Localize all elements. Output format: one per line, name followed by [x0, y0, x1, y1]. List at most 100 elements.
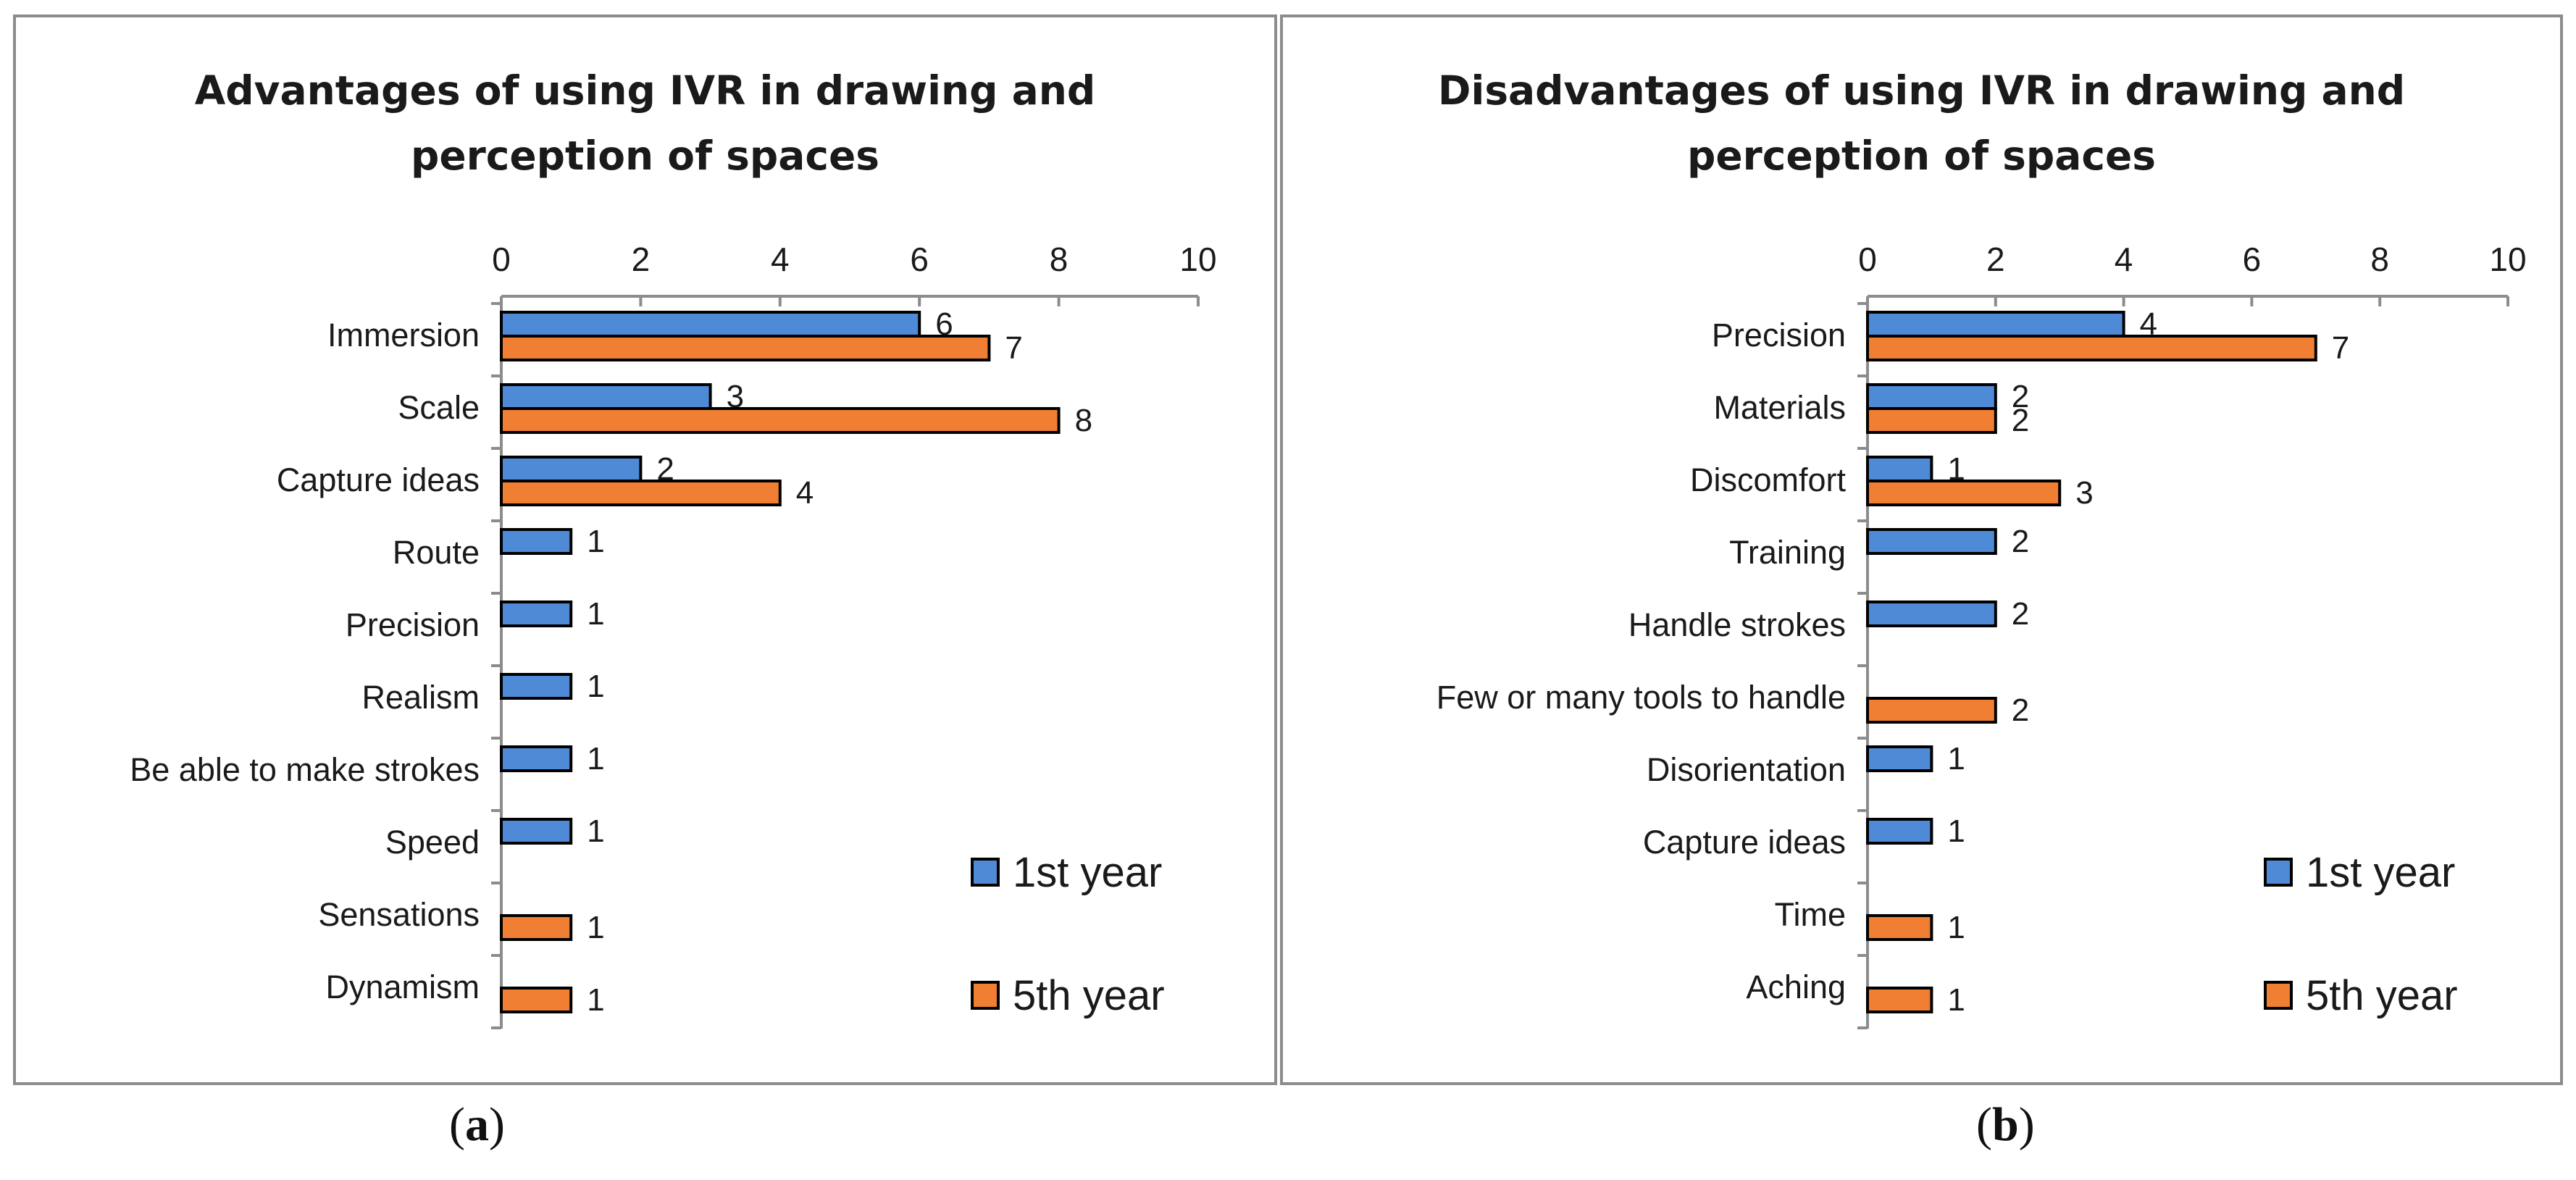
- bar-5th-year: [1866, 480, 2062, 506]
- bar-1st-year: [500, 673, 573, 700]
- bar-1st-year: [500, 383, 712, 410]
- category-label: Capture ideas: [1643, 824, 1846, 861]
- data-label: 1: [1947, 910, 1965, 945]
- bar-1st-year: [500, 311, 921, 338]
- legend-swatch: [2264, 981, 2293, 1010]
- data-label: 3: [2075, 475, 2093, 511]
- category-label: Sensations: [318, 896, 480, 933]
- data-label: 1: [587, 524, 604, 559]
- bar-5th-year: [1866, 407, 1997, 434]
- category-label: Aching: [1746, 968, 1846, 1005]
- category-label: Be able to make strokes: [130, 751, 480, 788]
- category-label: Speed: [385, 824, 480, 861]
- category-label: Scale: [398, 389, 480, 426]
- bar-5th-year: [1866, 914, 1933, 941]
- x-tick-label: 2: [1986, 240, 2005, 278]
- data-label: 8: [1075, 403, 1092, 438]
- caption-letter: a: [464, 1098, 489, 1151]
- category-label: Route: [393, 534, 480, 571]
- chart-title-line-1: Disadvantages of using IVR in drawing an…: [1437, 67, 2406, 114]
- category-label: Immersion: [327, 317, 480, 353]
- bar-5th-year: [1866, 335, 2317, 361]
- bar-5th-year: [500, 914, 573, 941]
- x-tick-label: 0: [492, 240, 511, 278]
- legend-label: 5th year: [2306, 972, 2458, 1019]
- bar-5th-year: [500, 480, 782, 506]
- data-label: 2: [2012, 692, 2029, 728]
- chart-title-line-1: Advantages of using IVR in drawing and: [194, 67, 1096, 114]
- data-label: 2: [2012, 403, 2029, 438]
- x-tick-label: 6: [910, 240, 929, 278]
- legend-swatch: [971, 858, 1000, 887]
- chart-title-line-2: perception of spaces: [1686, 133, 2157, 179]
- legend-label: 5th year: [1013, 972, 1165, 1019]
- category-label: Few or many tools to handle: [1437, 679, 1846, 716]
- chart-panel-advantages: Advantages of using IVR in drawing and p…: [13, 14, 1277, 1085]
- bar-1st-year: [500, 601, 573, 627]
- x-tick-label: 2: [632, 240, 651, 278]
- chart-panel-disadvantages: Disadvantages of using IVR in drawing an…: [1280, 14, 2563, 1085]
- bar-1st-year: [1866, 456, 1933, 482]
- figure-caption-b: (b): [1976, 1098, 2035, 1151]
- chart-title: Advantages of using IVR in drawing and p…: [16, 58, 1274, 188]
- data-label: 2: [2012, 596, 2029, 632]
- caption-letter: b: [1991, 1098, 2019, 1151]
- category-label: Disorientation: [1647, 751, 1846, 788]
- data-label: 2: [2012, 524, 2029, 559]
- x-tick-label: 6: [2243, 240, 2262, 278]
- bar-5th-year: [500, 335, 991, 361]
- category-label: Dynamism: [325, 968, 480, 1005]
- data-label: 1: [587, 741, 604, 777]
- x-tick-label: 10: [2489, 240, 2526, 278]
- legend-label: 1st year: [2306, 849, 2455, 896]
- bar-5th-year: [1866, 987, 1933, 1013]
- x-tick-label: 4: [771, 240, 790, 278]
- data-label: 1: [1947, 741, 1965, 777]
- category-label: Materials: [1713, 389, 1846, 426]
- legend-label: 1st year: [1013, 849, 1162, 896]
- category-label: Handle strokes: [1628, 606, 1846, 643]
- data-label: 1: [587, 813, 604, 849]
- bar-5th-year: [1866, 697, 1997, 724]
- x-tick-label: 8: [2370, 240, 2389, 278]
- bar-1st-year: [1866, 311, 2125, 338]
- category-label: Time: [1775, 896, 1846, 933]
- category-label: Training: [1729, 534, 1846, 571]
- bar-1st-year: [1866, 745, 1933, 772]
- bar-1st-year: [1866, 383, 1997, 410]
- x-tick-label: 8: [1050, 240, 1069, 278]
- data-label: 2: [2012, 379, 2029, 414]
- category-label: Capture ideas: [277, 461, 480, 498]
- data-label: 1: [1947, 982, 1965, 1018]
- legend-swatch: [971, 981, 1000, 1010]
- category-label: Realism: [361, 679, 480, 716]
- category-label: Discomfort: [1690, 461, 1847, 498]
- category-label: Precision: [1712, 317, 1846, 353]
- data-label: 1: [587, 982, 604, 1018]
- chart-title-line-2: perception of spaces: [410, 133, 880, 179]
- legend-swatch: [2264, 858, 2293, 887]
- bar-1st-year: [1866, 528, 1997, 555]
- data-label: 1: [587, 596, 604, 632]
- bar-5th-year: [500, 407, 1061, 434]
- data-label: 4: [796, 475, 814, 511]
- x-tick-label: 4: [2115, 240, 2133, 278]
- data-label: 1: [1947, 813, 1965, 849]
- bar-1st-year: [1866, 818, 1933, 845]
- x-tick-label: 0: [1858, 240, 1877, 278]
- data-label: 7: [2332, 330, 2349, 366]
- data-label: 1: [587, 910, 604, 945]
- bar-1st-year: [500, 528, 573, 555]
- bar-1st-year: [500, 818, 573, 845]
- data-label: 1: [587, 669, 604, 704]
- chart-title: Disadvantages of using IVR in drawing an…: [1283, 58, 2560, 188]
- figure-caption-a: (a): [449, 1098, 505, 1151]
- category-label: Precision: [346, 606, 480, 643]
- bar-5th-year: [500, 987, 573, 1013]
- bar-1st-year: [1866, 601, 1997, 627]
- bar-1st-year: [500, 745, 573, 772]
- bar-1st-year: [500, 456, 643, 482]
- x-tick-label: 10: [1179, 240, 1216, 278]
